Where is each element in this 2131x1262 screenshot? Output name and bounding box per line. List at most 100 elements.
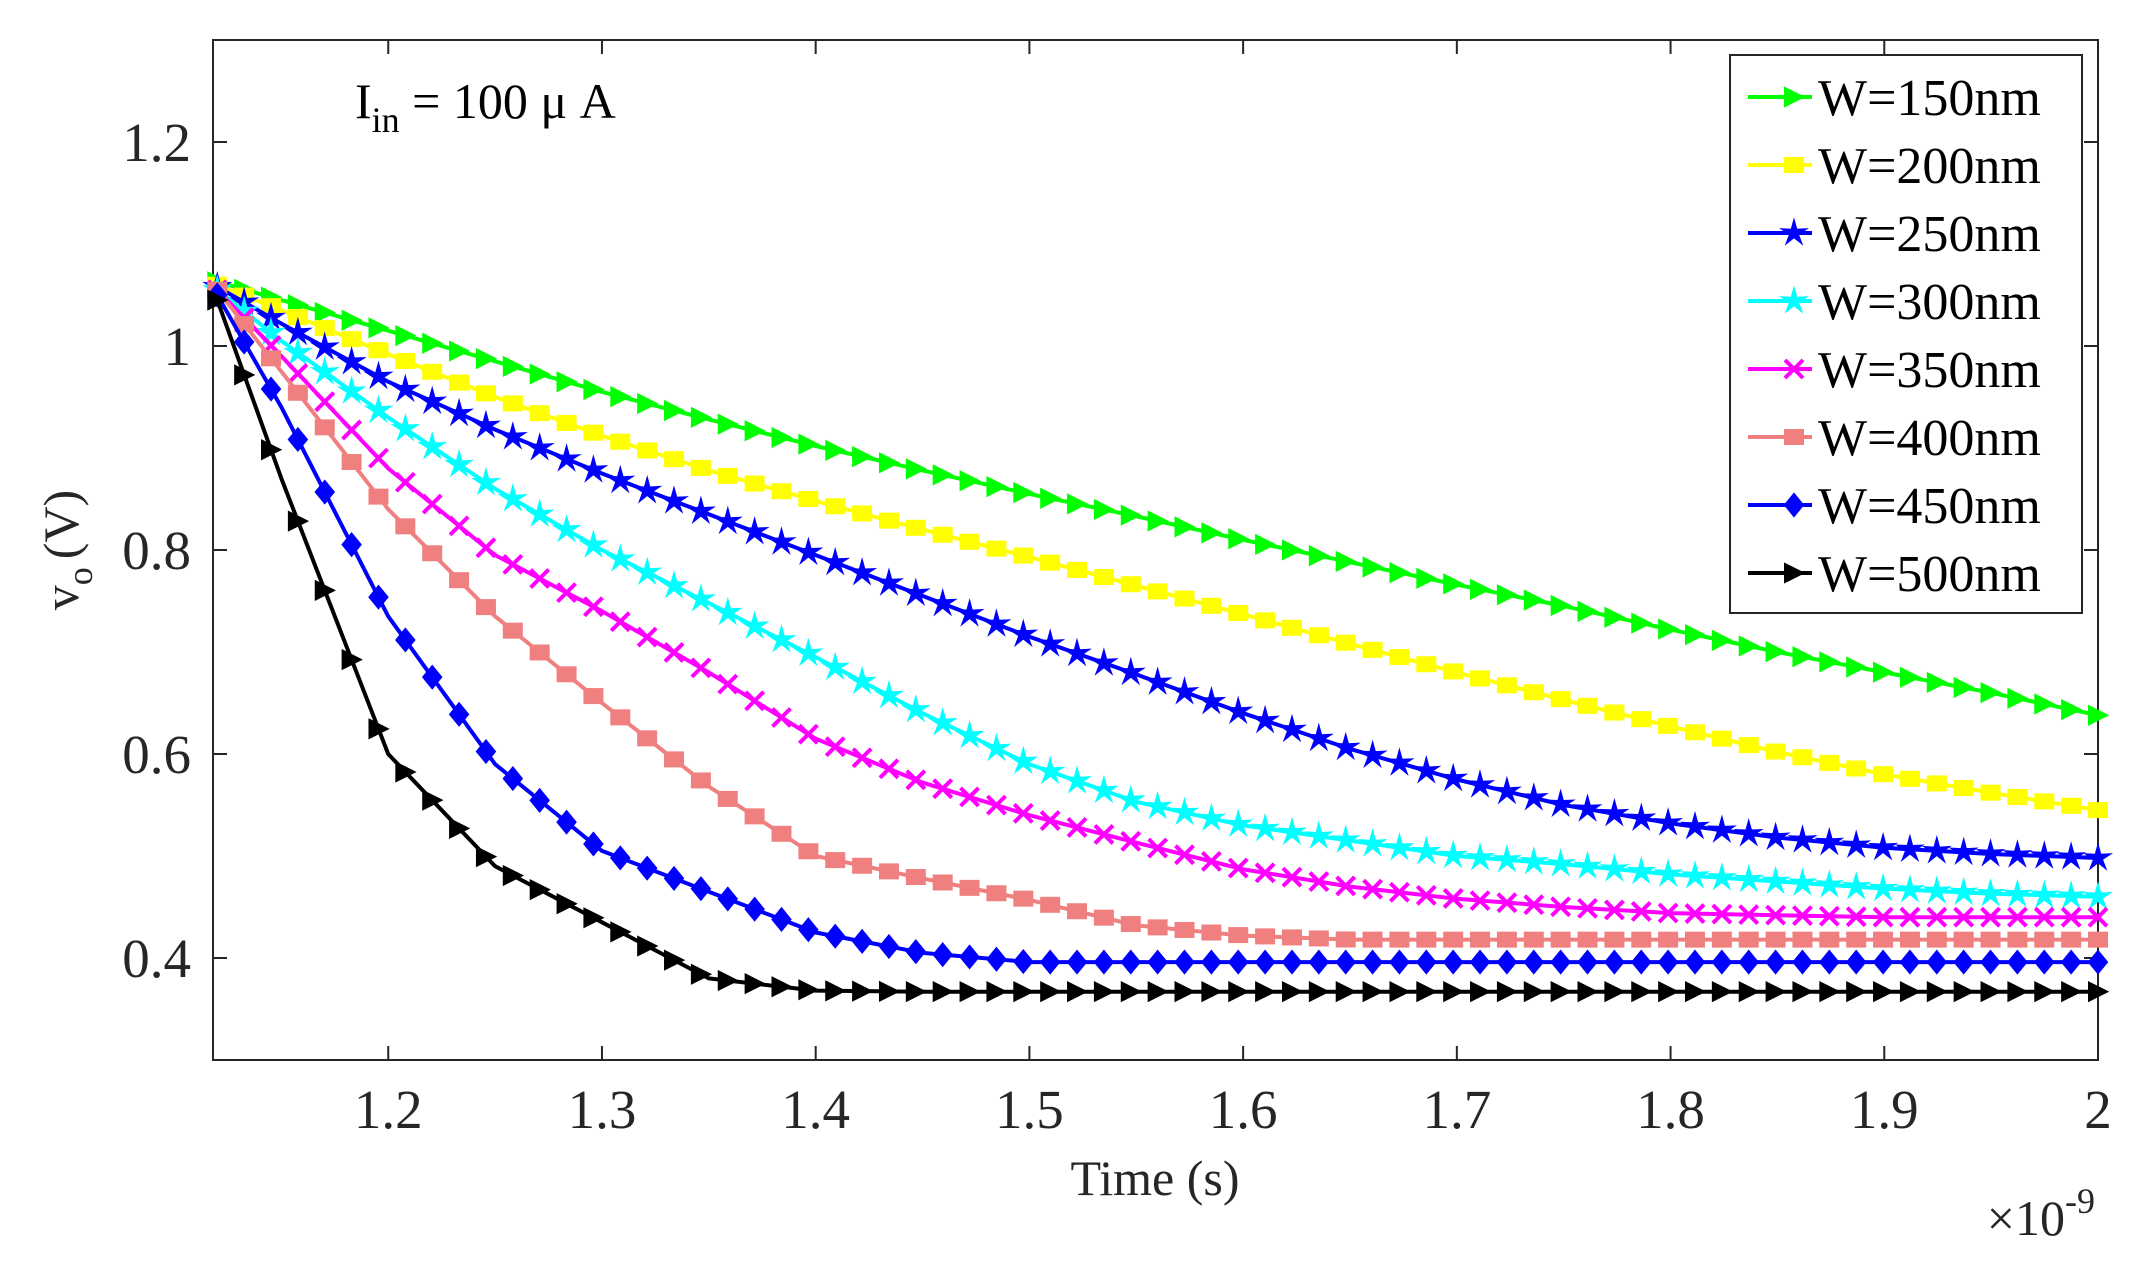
data-point — [1765, 981, 1787, 1003]
data-point — [1088, 774, 1119, 804]
data-point — [2061, 698, 2083, 721]
data-point — [502, 395, 523, 412]
data-point — [851, 747, 873, 769]
legend-label: W=350nm — [1818, 342, 2041, 399]
data-point — [1872, 949, 1894, 975]
data-point — [2029, 840, 2060, 869]
data-point — [878, 933, 900, 960]
data-point — [368, 342, 389, 359]
data-point — [524, 432, 555, 461]
data-point — [1013, 481, 1035, 504]
data-point — [1362, 878, 1383, 900]
data-point — [1384, 747, 1415, 776]
data-point — [2056, 841, 2087, 870]
data-point — [1174, 981, 1196, 1003]
data-point — [529, 405, 550, 422]
data-point — [1760, 821, 1791, 851]
data-point — [1389, 949, 1410, 975]
data-point — [1787, 824, 1818, 853]
data-point — [1357, 828, 1388, 857]
data-point — [1653, 858, 1684, 887]
data-point — [1469, 949, 1491, 975]
data-point — [2060, 906, 2082, 928]
data-point — [395, 518, 416, 535]
data-point — [1792, 981, 1814, 1003]
data-point — [1416, 949, 1437, 975]
annotation-main: I — [355, 73, 372, 129]
data-point — [1899, 770, 1920, 787]
data-point — [1975, 877, 2006, 907]
data-point — [664, 949, 686, 971]
data-point — [1765, 640, 1787, 663]
data-point — [1899, 906, 1921, 928]
data-point — [712, 505, 743, 535]
data-point — [1792, 949, 1813, 975]
data-point — [905, 869, 926, 886]
data-point — [314, 479, 336, 505]
data-point — [1442, 888, 1464, 909]
data-point — [690, 459, 711, 476]
data-point — [1684, 624, 1707, 646]
data-point — [1523, 894, 1545, 916]
data-point — [1603, 899, 1625, 921]
data-point — [1496, 584, 1519, 606]
data-point — [1174, 921, 1195, 938]
data-point — [287, 510, 310, 532]
data-point — [771, 483, 792, 500]
data-point — [341, 532, 362, 558]
data-point — [637, 392, 659, 415]
data-point — [1389, 931, 1410, 948]
data-point — [1223, 808, 1254, 838]
data-point — [1464, 769, 1496, 798]
data-point — [824, 923, 846, 949]
data-point — [852, 505, 873, 522]
data-point — [1174, 516, 1196, 538]
data-point — [1255, 533, 1277, 556]
data-point — [1653, 807, 1684, 836]
data-point — [1228, 604, 1249, 621]
data-point — [610, 921, 632, 943]
data-point — [1093, 909, 1114, 926]
data-point — [475, 385, 496, 402]
data-point — [1819, 931, 1840, 948]
data-point — [470, 466, 502, 496]
data-point — [1470, 578, 1492, 600]
data-point — [341, 419, 363, 441]
data-point — [1415, 884, 1437, 906]
data-point — [605, 543, 636, 572]
data-point — [390, 373, 421, 403]
legend-label: W=250nm — [1818, 206, 2041, 263]
data-point — [1040, 896, 1061, 913]
data-point — [1711, 903, 1733, 925]
data-point — [1250, 704, 1281, 734]
data-point — [1066, 817, 1088, 838]
data-point — [664, 751, 685, 768]
data-point — [1818, 905, 1840, 927]
data-point — [1577, 949, 1598, 975]
data-point — [1599, 797, 1630, 827]
x-tick-label: 2 — [2084, 1079, 2112, 1140]
data-point — [1765, 949, 1786, 975]
data-point — [475, 348, 498, 370]
data-point — [287, 384, 308, 401]
data-point — [1335, 550, 1357, 572]
data-point — [1975, 838, 2006, 867]
data-point — [1389, 562, 1411, 584]
data-point — [932, 464, 954, 486]
data-point — [851, 928, 873, 954]
data-point — [233, 329, 255, 355]
data-point — [1845, 906, 1867, 928]
data-point — [1035, 628, 1066, 657]
data-point — [368, 317, 390, 339]
data-point — [2060, 949, 2082, 975]
legend-label: W=500nm — [1818, 546, 2041, 603]
annotation-rest: = 100 μ A — [400, 73, 616, 129]
data-point — [314, 391, 336, 413]
data-point — [1438, 839, 1469, 869]
data-point — [1411, 835, 1442, 865]
data-point — [1841, 871, 1872, 900]
data-point — [421, 493, 443, 515]
data-point — [1067, 561, 1088, 578]
data-point — [1899, 666, 1922, 688]
data-point — [1040, 554, 1061, 571]
